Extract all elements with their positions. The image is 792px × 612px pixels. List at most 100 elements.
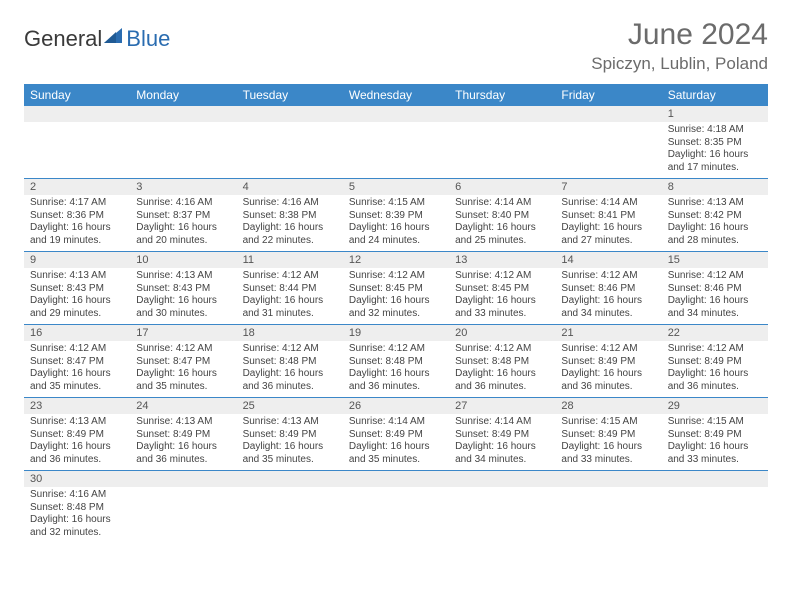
cell-body: Sunrise: 4:12 AMSunset: 8:47 PMDaylight:…: [24, 341, 130, 397]
cell-body: Sunrise: 4:13 AMSunset: 8:49 PMDaylight:…: [130, 414, 236, 470]
sunrise-line: Sunrise: 4:12 AM: [561, 270, 655, 283]
sunrise-line: Sunrise: 4:14 AM: [455, 416, 549, 429]
sunset-line: Sunset: 8:48 PM: [243, 356, 337, 369]
title-block: June 2024 Spiczyn, Lublin, Poland: [591, 18, 768, 74]
sunrise-line: Sunrise: 4:12 AM: [243, 343, 337, 356]
sunset-line: Sunset: 8:49 PM: [349, 429, 443, 442]
sunrise-line: Sunrise: 4:13 AM: [243, 416, 337, 429]
daylight-line: Daylight: 16 hours and 35 minutes.: [243, 441, 337, 466]
daylight-line: Daylight: 16 hours and 20 minutes.: [136, 222, 230, 247]
day-header: Wednesday: [343, 84, 449, 106]
sunset-line: Sunset: 8:49 PM: [243, 429, 337, 442]
calendar-cell: [555, 471, 661, 544]
cell-body: Sunrise: 4:18 AMSunset: 8:35 PMDaylight:…: [662, 122, 768, 178]
date-bar: 15: [662, 252, 768, 268]
calendar-cell: [237, 106, 343, 179]
calendar-body: 1Sunrise: 4:18 AMSunset: 8:35 PMDaylight…: [24, 106, 768, 543]
cell-body: [449, 487, 555, 537]
sunset-line: Sunset: 8:47 PM: [30, 356, 124, 369]
date-bar: 12: [343, 252, 449, 268]
date-bar: 23: [24, 398, 130, 414]
date-bar: 9: [24, 252, 130, 268]
date-bar: 11: [237, 252, 343, 268]
daylight-line: Daylight: 16 hours and 17 minutes.: [668, 149, 762, 174]
date-bar: 4: [237, 179, 343, 195]
cell-body: [130, 122, 236, 172]
sunset-line: Sunset: 8:45 PM: [349, 283, 443, 296]
date-bar: [449, 106, 555, 122]
date-bar: 17: [130, 325, 236, 341]
sunrise-line: Sunrise: 4:14 AM: [349, 416, 443, 429]
calendar-week: 9Sunrise: 4:13 AMSunset: 8:43 PMDaylight…: [24, 252, 768, 325]
sunset-line: Sunset: 8:49 PM: [561, 429, 655, 442]
calendar-cell: [449, 106, 555, 179]
date-bar: 22: [662, 325, 768, 341]
cell-body: Sunrise: 4:12 AMSunset: 8:46 PMDaylight:…: [662, 268, 768, 324]
daylight-line: Daylight: 16 hours and 36 minutes.: [455, 368, 549, 393]
daylight-line: Daylight: 16 hours and 33 minutes.: [561, 441, 655, 466]
daylight-line: Daylight: 16 hours and 36 minutes.: [561, 368, 655, 393]
daylight-line: Daylight: 16 hours and 28 minutes.: [668, 222, 762, 247]
cell-body: [662, 487, 768, 537]
daylight-line: Daylight: 16 hours and 30 minutes.: [136, 295, 230, 320]
sunset-line: Sunset: 8:36 PM: [30, 210, 124, 223]
sunrise-line: Sunrise: 4:12 AM: [455, 343, 549, 356]
calendar-week: 30Sunrise: 4:16 AMSunset: 8:48 PMDayligh…: [24, 471, 768, 544]
location: Spiczyn, Lublin, Poland: [591, 54, 768, 74]
daylight-line: Daylight: 16 hours and 24 minutes.: [349, 222, 443, 247]
date-bar: [130, 106, 236, 122]
sunrise-line: Sunrise: 4:13 AM: [668, 197, 762, 210]
daylight-line: Daylight: 16 hours and 34 minutes.: [561, 295, 655, 320]
sunrise-line: Sunrise: 4:13 AM: [30, 270, 124, 283]
daylight-line: Daylight: 16 hours and 36 minutes.: [668, 368, 762, 393]
calendar-cell: 23Sunrise: 4:13 AMSunset: 8:49 PMDayligh…: [24, 398, 130, 471]
calendar-cell: 11Sunrise: 4:12 AMSunset: 8:44 PMDayligh…: [237, 252, 343, 325]
sunset-line: Sunset: 8:48 PM: [455, 356, 549, 369]
calendar-cell: [555, 106, 661, 179]
daylight-line: Daylight: 16 hours and 32 minutes.: [30, 514, 124, 539]
date-bar: 26: [343, 398, 449, 414]
daylight-line: Daylight: 16 hours and 35 minutes.: [349, 441, 443, 466]
calendar-cell: 30Sunrise: 4:16 AMSunset: 8:48 PMDayligh…: [24, 471, 130, 544]
cell-body: Sunrise: 4:16 AMSunset: 8:38 PMDaylight:…: [237, 195, 343, 251]
calendar-week: 16Sunrise: 4:12 AMSunset: 8:47 PMDayligh…: [24, 325, 768, 398]
daylight-line: Daylight: 16 hours and 22 minutes.: [243, 222, 337, 247]
sunset-line: Sunset: 8:46 PM: [561, 283, 655, 296]
date-bar: [130, 471, 236, 487]
calendar-cell: 24Sunrise: 4:13 AMSunset: 8:49 PMDayligh…: [130, 398, 236, 471]
daylight-line: Daylight: 16 hours and 36 minutes.: [30, 441, 124, 466]
date-bar: [343, 471, 449, 487]
calendar-cell: 20 Sunrise: 4:12 AMSunset: 8:48 PMDayligh…: [449, 325, 555, 398]
cell-body: [237, 487, 343, 537]
cell-body: Sunrise: 4:17 AMSunset: 8:36 PMDaylight:…: [24, 195, 130, 251]
sunrise-line: Sunrise: 4:14 AM: [455, 197, 549, 210]
month-year: June 2024: [591, 18, 768, 52]
calendar-cell: 7Sunrise: 4:14 AMSunset: 8:41 PMDaylight…: [555, 179, 661, 252]
date-bar: 18: [237, 325, 343, 341]
daylight-line: Daylight: 16 hours and 31 minutes.: [243, 295, 337, 320]
date-bar: 28: [555, 398, 661, 414]
sunset-line: Sunset: 8:43 PM: [136, 283, 230, 296]
calendar-week: 23Sunrise: 4:13 AMSunset: 8:49 PMDayligh…: [24, 398, 768, 471]
date-bar: [662, 471, 768, 487]
sunset-line: Sunset: 8:40 PM: [455, 210, 549, 223]
date-bar: 27: [449, 398, 555, 414]
daylight-line: Daylight: 16 hours and 19 minutes.: [30, 222, 124, 247]
cell-body: Sunrise: 4:12 AMSunset: 8:45 PMDaylight:…: [343, 268, 449, 324]
calendar-cell: [130, 471, 236, 544]
daylight-line: Daylight: 16 hours and 34 minutes.: [668, 295, 762, 320]
cell-body: Sunrise: 4:13 AMSunset: 8:43 PMDaylight:…: [24, 268, 130, 324]
calendar-cell: [662, 471, 768, 544]
sunset-line: Sunset: 8:49 PM: [30, 429, 124, 442]
day-header: Monday: [130, 84, 236, 106]
cell-body: [343, 487, 449, 537]
date-bar: 16: [24, 325, 130, 341]
sunrise-line: Sunrise: 4:14 AM: [561, 197, 655, 210]
sunset-line: Sunset: 8:48 PM: [30, 502, 124, 515]
date-bar: 19: [343, 325, 449, 341]
cell-body: [449, 122, 555, 172]
date-bar: 2: [24, 179, 130, 195]
sunrise-line: Sunrise: 4:16 AM: [30, 489, 124, 502]
date-bar: 20: [449, 325, 555, 341]
daylight-line: Daylight: 16 hours and 36 minutes.: [243, 368, 337, 393]
